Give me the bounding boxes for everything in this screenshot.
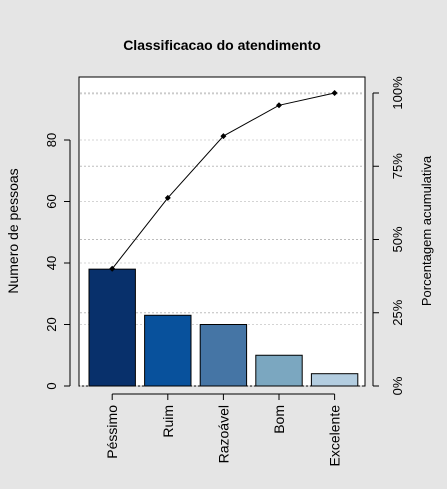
x-tick-label-5: Excelente <box>327 405 343 467</box>
bars <box>88 268 359 387</box>
y-axis-label: Numero de pessoas <box>5 168 21 293</box>
cumulative-point-5 <box>331 90 338 96</box>
bar-2 <box>144 314 192 387</box>
x-tick-label-4: Bom <box>271 405 287 434</box>
cumulative-point-4 <box>276 102 282 109</box>
y-axis-left: 0 20 40 60 80 <box>44 133 71 390</box>
x-tick-label-2: Ruim <box>160 405 176 438</box>
y2-tick-label-75: 75% <box>390 153 405 179</box>
cumulative-point-3 <box>220 133 227 140</box>
y-tick-label-40: 40 <box>44 256 59 270</box>
chart-title: Classificacao do atendimento <box>123 37 321 53</box>
cumulative-line <box>109 90 338 272</box>
y-tick-label-80: 80 <box>44 133 59 147</box>
bar-1 <box>88 268 136 387</box>
y2-tick-label-25: 25% <box>390 299 405 325</box>
y-tick-label-0: 0 <box>44 382 59 389</box>
cumulative-point-1 <box>109 265 116 272</box>
cumulative-point-2 <box>164 194 171 201</box>
y-tick-label-20: 20 <box>44 317 59 331</box>
bar-3 <box>199 324 248 387</box>
bar-5 <box>310 373 359 387</box>
x-tick-label-1: Péssimo <box>104 405 120 459</box>
y2-axis-label: Porcentagem acumulativa <box>419 155 434 306</box>
x-axis: Péssimo Ruim Razoável Bom Excelente <box>104 393 343 467</box>
y-tick-label-60: 60 <box>44 194 59 208</box>
y2-tick-label-0: 0% <box>390 376 405 395</box>
x-tick-label-3: Razoável <box>215 405 231 463</box>
y-axis-right: 0% 25% 50% 75% 100% <box>372 76 405 395</box>
y2-tick-label-50: 50% <box>390 226 405 252</box>
bar-4 <box>255 354 303 387</box>
y2-tick-label-100: 100% <box>390 76 405 110</box>
